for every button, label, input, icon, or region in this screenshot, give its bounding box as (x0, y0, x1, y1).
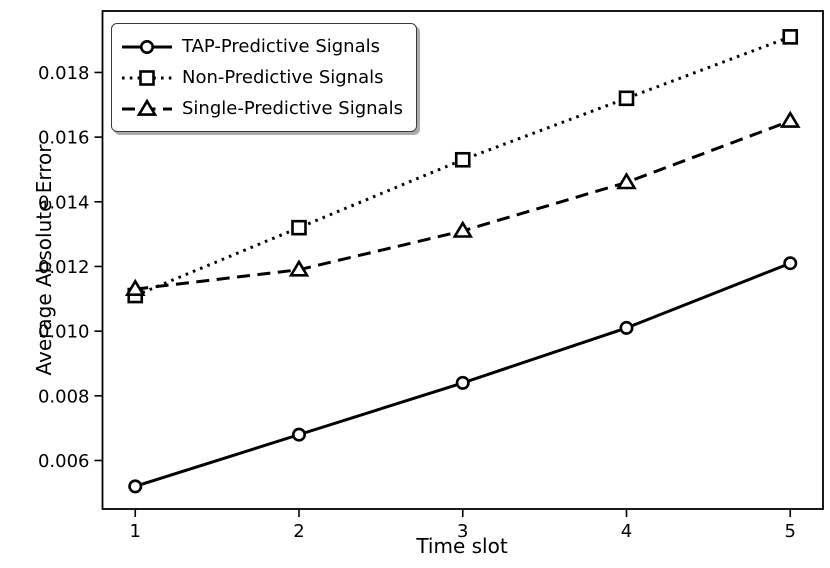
legend-item-tap-predictive: TAP-Predictive Signals (121, 31, 403, 62)
marker-triangle (616, 172, 637, 190)
legend-item-non-predictive: Non-Predictive Signals (121, 62, 403, 93)
x-tick-label: 1 (130, 521, 141, 542)
marker-circle (619, 320, 634, 335)
legend-sample-dashed-triangle-icon (122, 98, 172, 116)
x-axis-label: Time slot (416, 534, 508, 558)
plot-border (101, 10, 824, 510)
series-line-0 (134, 261, 791, 488)
marker-triangle (779, 110, 801, 128)
y-tick-label: 0.018 (38, 63, 90, 84)
marker-triangle (452, 220, 474, 238)
x-tick-label: 2 (293, 521, 304, 542)
marker-square (618, 90, 635, 107)
marker-circle (455, 375, 470, 390)
y-tick-label: 0.006 (38, 451, 90, 472)
y-tick-label: 0.012 (38, 257, 90, 278)
legend-label-single-predictive: Single-Predictive Signals (182, 98, 403, 119)
marker-circle (291, 427, 306, 442)
marker-square (291, 219, 307, 236)
y-tick-label: 0.008 (38, 386, 90, 407)
legend-label-tap-predictive: TAP-Predictive Signals (182, 36, 380, 57)
x-tick-label: 4 (621, 521, 632, 542)
y-tick-label: 0.016 (38, 128, 90, 149)
marker-triangle (288, 259, 310, 277)
marker-triangle (124, 278, 146, 297)
legend-label-non-predictive: Non-Predictive Signals (182, 67, 384, 88)
legend-sample-dotted-square-icon (122, 69, 172, 86)
legend: TAP-Predictive Signals Non-Predictive Si… (111, 23, 417, 132)
x-tick-label: 3 (457, 521, 468, 542)
legend-item-single-predictive: Single-Predictive Signals (121, 93, 403, 124)
y-tick-label: 0.014 (38, 192, 90, 213)
marker-circle (783, 256, 798, 271)
legend-sample-solid-circle-icon (122, 39, 172, 54)
marker-square (782, 29, 799, 45)
y-axis-label: Average Absolute Error (32, 144, 56, 376)
x-tick-label: 5 (785, 521, 796, 542)
marker-square (454, 151, 471, 168)
series-line-2 (135, 119, 791, 291)
marker-circle (128, 479, 143, 494)
y-tick-label: 0.010 (38, 322, 90, 343)
series-line-1 (134, 35, 791, 297)
